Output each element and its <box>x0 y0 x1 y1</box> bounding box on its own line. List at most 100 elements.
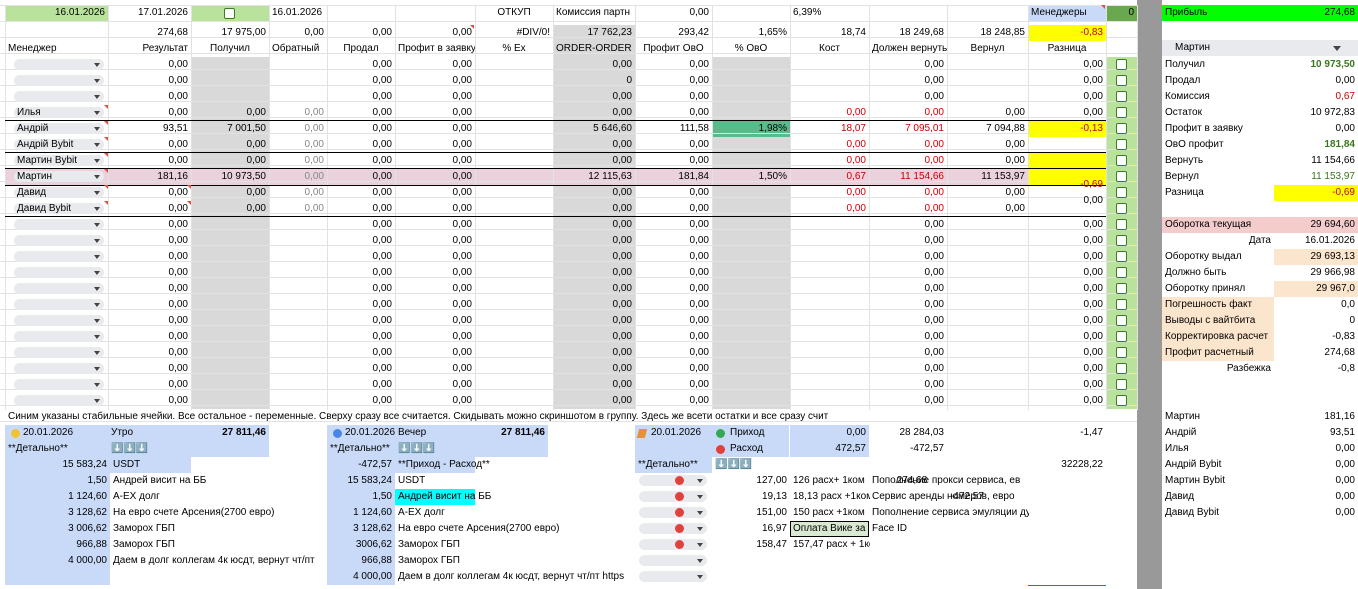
data-cell[interactable]: 93,51 <box>162 123 188 134</box>
description[interactable]: Face ID <box>872 523 908 534</box>
data-cell[interactable]: 0,00 <box>1083 195 1103 206</box>
data-cell[interactable]: 7 001,50 <box>227 123 266 134</box>
manager-dropdown[interactable] <box>14 267 104 278</box>
data-cell[interactable]: 0,00 <box>924 107 944 118</box>
data-cell[interactable]: -0,13 <box>1080 123 1103 134</box>
data-cell[interactable]: 0,00 <box>924 267 944 278</box>
row-checkbox[interactable] <box>1116 235 1127 246</box>
data-cell[interactable]: 0,00 <box>168 379 188 390</box>
manager-summary-value[interactable]: 0,00 <box>1335 459 1355 470</box>
data-cell[interactable]: 0,00 <box>372 75 392 86</box>
summary-value[interactable]: 11 154,66 <box>1311 155 1355 166</box>
data-cell[interactable]: 10 973,50 <box>221 171 267 182</box>
column-header[interactable]: Разница <box>1047 43 1087 54</box>
status-dropdown[interactable] <box>639 539 707 550</box>
status-dropdown[interactable] <box>639 491 707 502</box>
data-cell[interactable]: 0,00 <box>612 363 632 374</box>
summary-label[interactable]: Разбежка <box>1226 363 1271 374</box>
description[interactable]: A-EX долг <box>398 507 445 518</box>
data-cell[interactable]: 0,00 <box>1083 59 1103 70</box>
total-value[interactable]: -472,57 <box>910 443 944 454</box>
data-cell[interactable]: 0,00 <box>612 395 632 406</box>
data-cell[interactable]: -0,69 <box>1080 179 1103 190</box>
detail-label[interactable]: **Детально** <box>8 443 68 454</box>
data-cell[interactable]: 0,00 <box>168 251 188 262</box>
data-cell[interactable]: 0,00 <box>168 75 188 86</box>
big-value[interactable]: 32228,22 <box>1061 459 1103 470</box>
calc[interactable]: 150 расх +1ком <box>793 507 865 518</box>
data-cell[interactable]: 0,00 <box>168 315 188 326</box>
data-cell[interactable]: 0,00 <box>372 59 392 70</box>
data-cell[interactable]: 0,00 <box>924 395 944 406</box>
data-cell[interactable]: 0,00 <box>689 107 709 118</box>
data-cell[interactable]: 0,00 <box>372 91 392 102</box>
data-cell[interactable]: 0,00 <box>1083 235 1103 246</box>
data-cell[interactable]: 0,00 <box>612 219 632 230</box>
summary-value[interactable]: 10 972,83 <box>1310 107 1356 118</box>
description[interactable]: Пополнение сервиса эмуляции дуо плюс, ев… <box>872 507 1029 518</box>
income-value[interactable]: 0,00 <box>846 427 866 438</box>
data-cell[interactable]: 0,00 <box>452 123 472 134</box>
date-label[interactable]: Дата <box>1248 235 1271 246</box>
data-cell[interactable]: 7 094,88 <box>986 123 1025 134</box>
amount[interactable]: 15 583,24 <box>347 475 393 486</box>
data-cell[interactable]: 7 095,01 <box>905 123 944 134</box>
data-cell[interactable]: 0,00 <box>452 347 472 358</box>
manager-dropdown[interactable] <box>14 347 104 358</box>
summary-value[interactable]: 0,0 <box>1341 299 1355 310</box>
summary-label[interactable]: Профит расчетный <box>1165 347 1254 358</box>
total-value[interactable]: 18 248,85 <box>980 27 1026 38</box>
total-value[interactable]: 0,00 <box>304 27 324 38</box>
data-cell[interactable]: 0,00 <box>689 219 709 230</box>
data-cell[interactable]: 0,00 <box>372 139 392 150</box>
manager-name[interactable]: Мартин Bybit <box>17 155 78 166</box>
manager-dropdown[interactable] <box>14 155 104 166</box>
data-cell[interactable]: 0,00 <box>846 155 866 166</box>
amount[interactable]: 151,00 <box>756 507 787 518</box>
data-cell[interactable]: 0,00 <box>924 363 944 374</box>
data-cell[interactable]: 0,00 <box>689 283 709 294</box>
data-cell[interactable]: 0,00 <box>372 299 392 310</box>
date-end-cell[interactable]: 17.01.2026 <box>137 7 188 18</box>
row-checkbox[interactable] <box>1116 251 1127 262</box>
data-cell[interactable]: 0,00 <box>924 379 944 390</box>
amount[interactable]: 1,50 <box>87 475 107 486</box>
amount[interactable]: 1,50 <box>372 491 392 502</box>
description[interactable]: Сервис аренды номеров, евро <box>872 491 1015 502</box>
data-cell[interactable]: 0,00 <box>1005 155 1025 166</box>
morning-value[interactable]: 27 811,46 <box>222 427 266 438</box>
data-cell[interactable]: 0,00 <box>372 347 392 358</box>
manager-summary-value[interactable]: 0,00 <box>1335 443 1355 454</box>
data-cell[interactable]: 0,00 <box>452 315 472 326</box>
data-cell[interactable]: 0,00 <box>452 251 472 262</box>
manager-summary-label[interactable]: Андрій Bybit <box>1165 459 1222 470</box>
data-cell[interactable]: 0,00 <box>452 235 472 246</box>
data-cell[interactable]: 0,00 <box>372 187 392 198</box>
amount[interactable]: 19,13 <box>761 491 787 502</box>
manager-dropdown[interactable] <box>14 219 104 230</box>
detail-label[interactable]: **Детально** <box>330 443 390 454</box>
manager-dropdown[interactable] <box>14 379 104 390</box>
summary-value[interactable]: 274,68 <box>1324 347 1355 358</box>
data-cell[interactable]: 0,00 <box>168 219 188 230</box>
data-cell[interactable]: 0,00 <box>924 219 944 230</box>
summary-value[interactable]: 0,00 <box>1335 123 1355 134</box>
data-cell[interactable]: 0,00 <box>1083 267 1103 278</box>
data-cell[interactable]: 0,00 <box>689 395 709 406</box>
total-value[interactable]: 274,68 <box>157 27 188 38</box>
description[interactable]: Андрей висит на ББ <box>398 491 492 502</box>
checkbox-top[interactable] <box>224 8 235 19</box>
amount[interactable]: 3006,62 <box>355 539 392 550</box>
description[interactable]: На евро счете Арсения(2700 евро) <box>113 507 275 518</box>
manager-dropdown[interactable] <box>14 123 104 134</box>
data-cell[interactable]: 0,00 <box>304 171 324 182</box>
data-cell[interactable]: 0,67 <box>846 171 866 182</box>
manager-summary-label[interactable]: Мартин <box>1165 411 1201 422</box>
data-cell[interactable]: 0,00 <box>168 203 188 214</box>
data-cell[interactable]: 0,00 <box>304 139 324 150</box>
data-cell[interactable]: 111,58 <box>679 123 709 134</box>
description[interactable]: USDT <box>113 459 141 470</box>
data-cell[interactable]: 0,00 <box>168 155 188 166</box>
description[interactable]: Андрей висит на ББ <box>113 475 207 486</box>
evening-date[interactable]: 20.01.2026 <box>345 427 395 438</box>
